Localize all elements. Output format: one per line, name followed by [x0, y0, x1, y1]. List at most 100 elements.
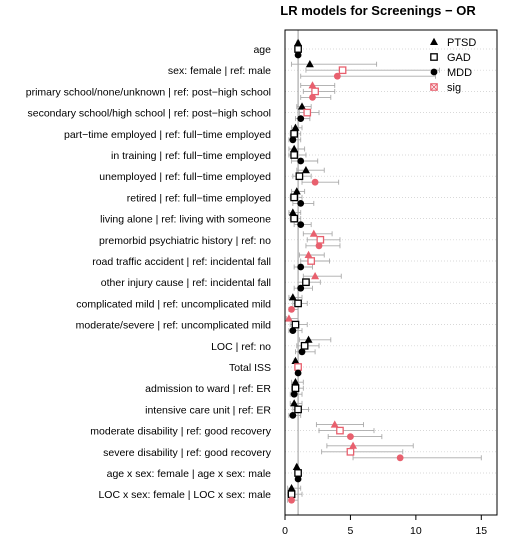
- mdd-point: [297, 157, 305, 165]
- legend-marker: [430, 53, 438, 61]
- category-label: premorbid psychiatric history | ref: no: [99, 235, 271, 247]
- category-label: living alone | ref: living with someone: [100, 214, 271, 226]
- gad-point: [336, 426, 344, 435]
- gad-point: [294, 45, 302, 53]
- mdd-point: [288, 496, 295, 504]
- gad-point: [294, 469, 302, 477]
- legend-marker: [430, 83, 438, 91]
- x-tick-label: 5: [348, 525, 354, 537]
- mdd-point: [298, 348, 306, 356]
- ptsd-point: [290, 144, 299, 152]
- category-label: part−time employed | ref: full−time empl…: [64, 129, 271, 141]
- confidence-intervals: [285, 40, 482, 503]
- ptsd-point: [304, 250, 313, 258]
- legend-marker: [430, 37, 438, 45]
- ptsd-point: [308, 81, 317, 89]
- mdd-point: [289, 136, 297, 144]
- mdd-point: [297, 284, 305, 292]
- ptsd-point: [291, 123, 300, 131]
- ptsd-point: [284, 314, 293, 322]
- ptsd-point: [294, 38, 303, 46]
- gad-point: [290, 151, 299, 159]
- x-tick-label: 15: [475, 525, 487, 537]
- gad-point: [295, 172, 304, 181]
- gad-point: [290, 193, 299, 202]
- ptsd-point: [291, 356, 300, 364]
- x-tick-label: 0: [282, 525, 288, 537]
- gad-point: [346, 447, 355, 456]
- mdd-point: [294, 369, 302, 377]
- mdd-point: [289, 327, 297, 334]
- ptsd-point: [287, 484, 296, 492]
- category-label: in training | ref: full−time employed: [111, 150, 271, 162]
- category-label: unemployed | ref: full−time employed: [99, 171, 271, 183]
- category-label: complicated mild | ref: uncomplicated mi…: [76, 298, 271, 310]
- mdd-point: [347, 433, 354, 440]
- mdd-point: [297, 115, 305, 122]
- ptsd-point: [290, 399, 299, 407]
- gad-point: [290, 129, 299, 138]
- mdd-point: [309, 94, 316, 101]
- gad-point: [338, 66, 347, 75]
- ptsd-point: [291, 378, 300, 386]
- gad-point: [294, 299, 302, 308]
- gad-point: [303, 108, 312, 117]
- category-label: secondary school/high school | ref: post…: [28, 108, 272, 120]
- gad-point: [291, 384, 300, 393]
- mdd-point: [294, 51, 302, 59]
- ptsd-point: [349, 441, 358, 449]
- category-label: sex: female | ref: male: [168, 65, 271, 77]
- category-label: retired | ref: full−time employed: [127, 192, 271, 204]
- category-label: moderate/severe | ref: uncomplicated mil…: [76, 320, 271, 332]
- mdd-point: [396, 454, 404, 462]
- legend-label: GAD: [447, 52, 471, 64]
- legend: PTSD GAD MDD sig: [430, 37, 476, 94]
- ptsd-point: [292, 187, 301, 195]
- category-label: intensive care unit | ref: ER: [145, 404, 271, 416]
- gad-point: [294, 405, 302, 414]
- gad-point: [294, 363, 302, 371]
- ptsd-point: [288, 208, 297, 216]
- mdd-point: [311, 178, 319, 186]
- mdd-point: [297, 221, 305, 229]
- mdd-point: [294, 475, 302, 483]
- x-axis: 0 5 10 15: [282, 515, 487, 537]
- ptsd-point: [292, 462, 301, 470]
- category-label: age: [253, 44, 271, 56]
- category-label: LOC x sex: female | LOC x sex: male: [98, 489, 271, 501]
- x-tick-label: 10: [410, 525, 422, 537]
- chart-title: LR models for Screenings − OR: [280, 3, 476, 18]
- mdd-point: [297, 200, 305, 207]
- category-label: primary school/none/unknown | ref: post−…: [26, 86, 271, 98]
- gad-point: [316, 235, 325, 244]
- gad-point: [290, 214, 299, 223]
- grid-lines: [285, 48, 497, 495]
- category-label: severe disability | ref: good recovery: [103, 447, 272, 459]
- category-label: road traffic accident | ref: incidental …: [92, 256, 271, 268]
- category-labels: age sex: female | ref: male primary school…: [26, 44, 272, 501]
- gad-point: [311, 87, 319, 96]
- category-label: age x sex: female | age x sex: male: [107, 468, 272, 480]
- ptsd-point: [330, 420, 339, 428]
- ptsd-point: [311, 272, 320, 280]
- ptsd-point: [309, 229, 318, 237]
- ptsd-point: [301, 166, 310, 174]
- mdd-point: [297, 263, 305, 271]
- category-label: Total ISS: [229, 362, 271, 374]
- mdd-point: [290, 390, 298, 398]
- legend-label: PTSD: [447, 37, 476, 49]
- plot-frame: [284, 29, 498, 516]
- category-label: other injury cause | ref: incidental fal…: [101, 277, 271, 289]
- legend-marker: [430, 68, 438, 76]
- category-label: LOC | ref: no: [211, 341, 271, 353]
- gad-point: [307, 257, 316, 265]
- gad-point: [287, 490, 296, 499]
- gad-point: [291, 320, 300, 329]
- gad-point: [300, 341, 309, 350]
- gad-point: [302, 278, 310, 287]
- ptsd-point: [298, 102, 307, 110]
- ptsd-point: [305, 60, 314, 68]
- mdd-point: [315, 242, 323, 250]
- mdd-point: [289, 412, 297, 419]
